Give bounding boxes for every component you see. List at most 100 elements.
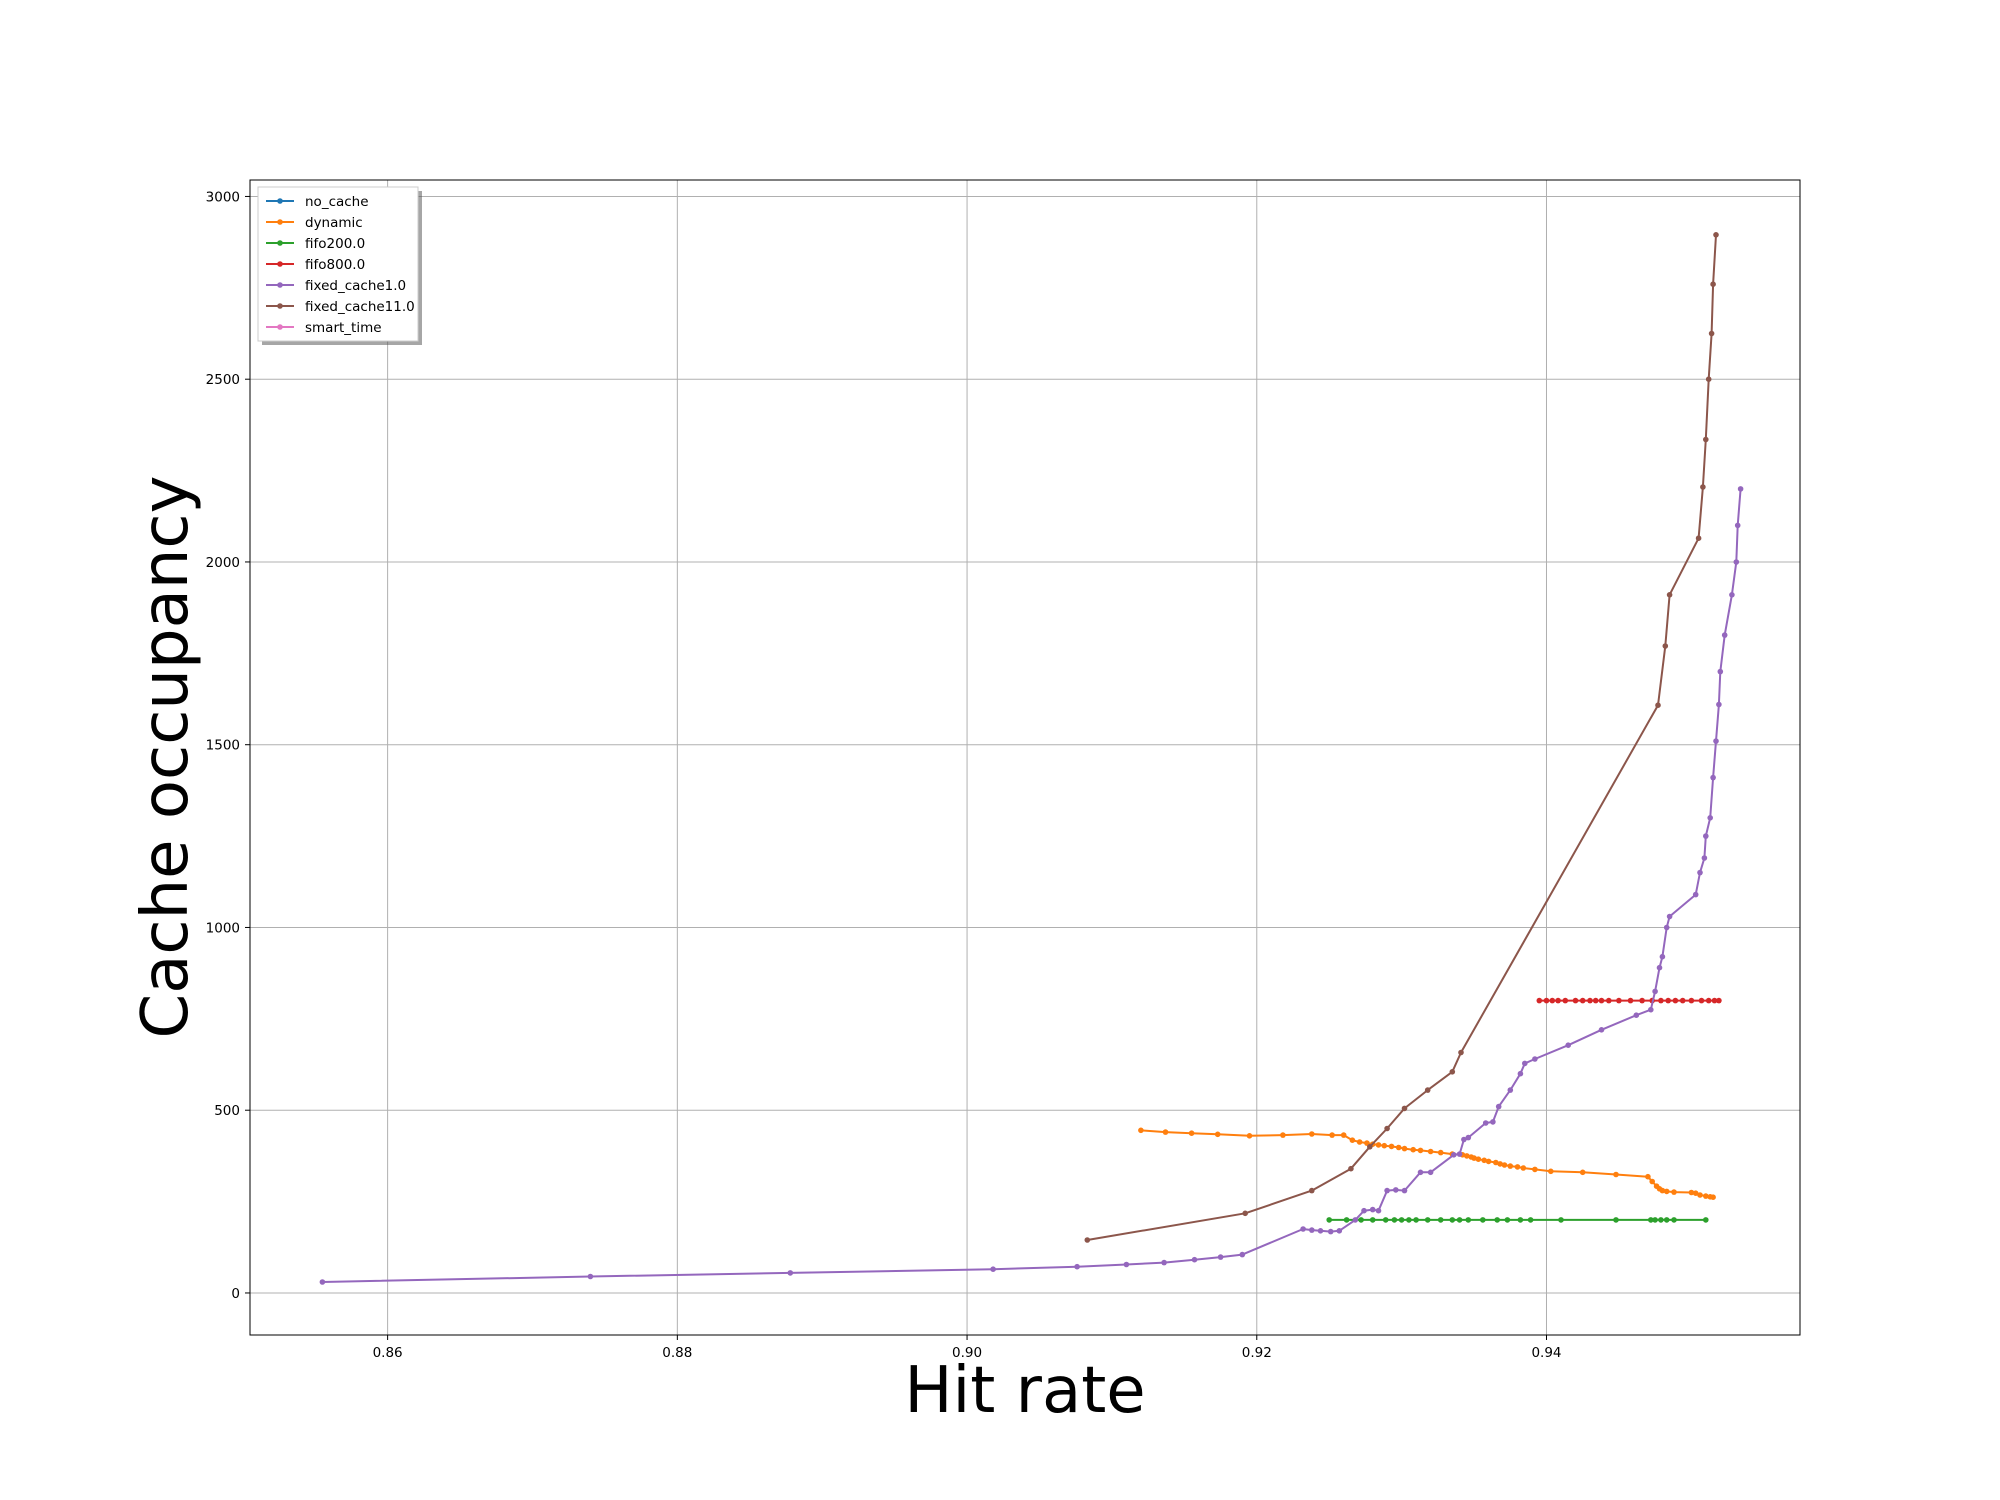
data-point <box>1671 1189 1677 1195</box>
data-point <box>1398 1217 1405 1223</box>
x-tick-label: 0.86 <box>373 1345 403 1361</box>
data-point <box>1162 1129 1169 1135</box>
data-point <box>1697 869 1703 876</box>
data-point <box>1711 997 1718 1004</box>
y-tick-label: 0 <box>231 1286 240 1302</box>
data-point <box>1485 1158 1492 1165</box>
data-point <box>1562 997 1569 1004</box>
data-point <box>1388 1143 1395 1150</box>
data-point <box>1700 484 1706 490</box>
data-point <box>1437 1217 1444 1223</box>
y-tick-label: 1000 <box>206 920 240 936</box>
legend-entry: fifo200.0 <box>266 236 365 252</box>
data-point <box>1721 632 1728 638</box>
data-point <box>1517 1217 1524 1223</box>
data-point <box>1532 1056 1538 1062</box>
data-point <box>1658 997 1664 1004</box>
data-point <box>1665 997 1671 1004</box>
legend-marker <box>277 219 283 225</box>
data-point <box>1716 701 1722 708</box>
data-point <box>1348 1165 1354 1172</box>
data-point <box>1406 1217 1412 1223</box>
data-point <box>1710 281 1716 288</box>
data-point <box>1349 1137 1356 1143</box>
data-point <box>1713 738 1719 744</box>
data-point <box>1482 1120 1489 1126</box>
data-point <box>1703 1217 1709 1223</box>
data-point <box>1497 1161 1503 1167</box>
legend-label: no_cache <box>305 194 369 210</box>
series-fixed_cache11.0 <box>1084 232 1719 1243</box>
data-point <box>1613 1171 1619 1178</box>
series-line <box>322 488 1742 1283</box>
data-point <box>1367 1144 1373 1150</box>
data-point <box>1424 1087 1431 1093</box>
data-point <box>1692 1190 1699 1196</box>
data-point <box>1579 997 1586 1004</box>
plot-frame <box>249 179 1801 1336</box>
data-point <box>1645 1173 1651 1180</box>
data-point <box>1598 997 1605 1004</box>
data-point <box>1710 774 1716 781</box>
data-point <box>1352 1217 1359 1223</box>
data-point <box>1456 1151 1463 1157</box>
legend-entry: dynamic <box>266 215 363 231</box>
data-point <box>1427 1148 1434 1155</box>
data-point <box>1507 1087 1514 1093</box>
data-point <box>1688 997 1695 1004</box>
data-point <box>1401 1187 1408 1194</box>
grid <box>250 180 1800 1335</box>
data-point <box>1648 1006 1654 1013</box>
data-point <box>1649 1178 1655 1185</box>
data-point <box>1361 1207 1367 1214</box>
data-point <box>1639 997 1645 1004</box>
legend-entry: fixed_cache11.0 <box>266 299 415 315</box>
data-point <box>1084 1237 1091 1243</box>
data-point <box>1695 535 1702 541</box>
legend-label: fixed_cache1.0 <box>305 278 406 294</box>
x-axis-title: Hit rate <box>904 1354 1145 1428</box>
data-point <box>1300 1226 1306 1232</box>
data-point <box>1246 1133 1253 1139</box>
legend-marker <box>277 324 283 330</box>
y-tick-label: 3000 <box>206 189 240 205</box>
data-point <box>1633 1012 1640 1018</box>
legend-marker <box>277 303 283 309</box>
data-point <box>1655 702 1661 708</box>
data-point <box>1461 1136 1467 1143</box>
data-point <box>1327 1228 1334 1235</box>
data-point <box>1437 1149 1444 1156</box>
data-point <box>1697 1192 1703 1198</box>
data-point <box>1659 953 1666 960</box>
data-point <box>1384 1125 1390 1132</box>
data-point <box>1527 1217 1534 1223</box>
data-point <box>1490 1119 1496 1125</box>
legend-label: fifo800.0 <box>305 257 365 273</box>
data-point <box>1309 1227 1315 1233</box>
data-point <box>1592 997 1599 1004</box>
data-point <box>1606 997 1612 1004</box>
data-point <box>1375 1207 1382 1214</box>
data-point <box>1666 913 1673 920</box>
data-point <box>1501 1162 1508 1168</box>
data-point <box>1692 891 1699 898</box>
data-point <box>1427 1169 1434 1176</box>
data-point <box>1707 815 1713 821</box>
legend-marker <box>277 261 283 267</box>
data-point <box>1701 855 1708 861</box>
data-point <box>1522 1060 1528 1067</box>
y-tick-label: 500 <box>214 1103 240 1119</box>
legend-label: dynamic <box>305 215 363 231</box>
data-point <box>1191 1256 1198 1263</box>
data-point <box>1716 997 1722 1004</box>
data-point <box>1713 232 1719 238</box>
series-layer <box>319 232 1744 1285</box>
data-point <box>1549 997 1556 1004</box>
x-tick-label: 0.92 <box>1242 1345 1272 1361</box>
data-point <box>1214 1131 1221 1138</box>
series-fifo800.0 <box>1536 997 1722 1004</box>
data-point <box>1309 1131 1315 1137</box>
data-point <box>1336 1228 1343 1234</box>
